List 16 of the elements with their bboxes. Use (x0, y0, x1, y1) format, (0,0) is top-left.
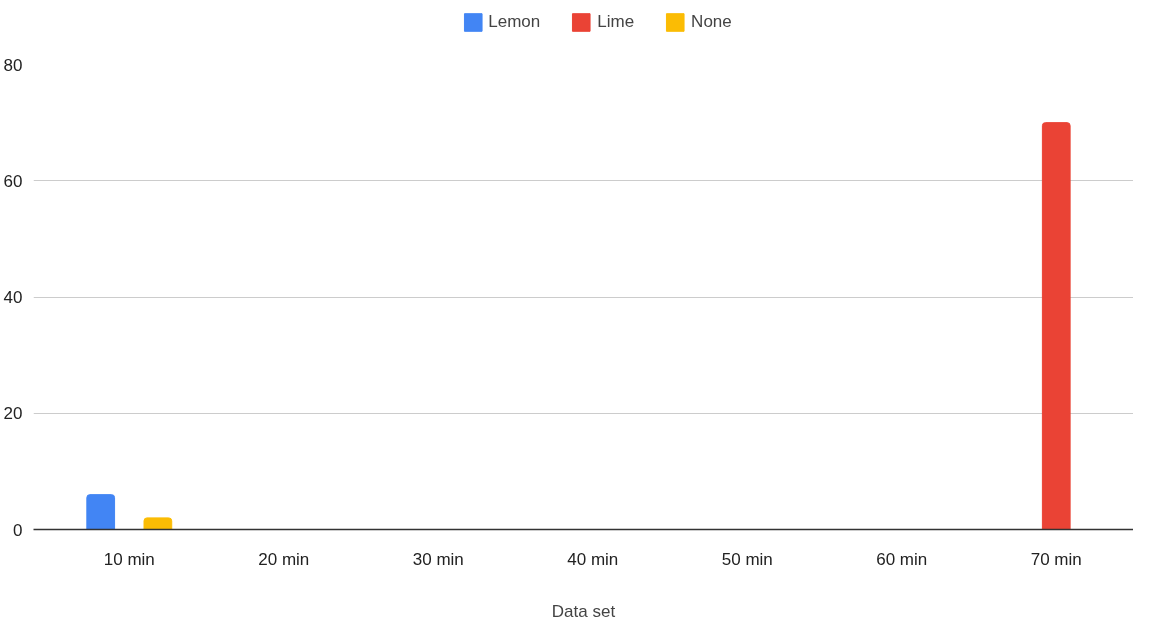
legend-label: Lemon (488, 12, 541, 32)
y-tick-label: 80 (3, 55, 23, 75)
x-axis-title: Data set (551, 601, 616, 621)
x-tick-label: 50 min (721, 549, 773, 569)
x-tick-label: 70 min (1030, 549, 1082, 569)
x-tick-label: 10 min (103, 549, 155, 569)
y-tick-label: 20 (3, 404, 23, 424)
x-tick-label: 30 min (412, 549, 464, 569)
y-tick-label: 0 (13, 520, 23, 540)
x-tick-label: 20 min (258, 549, 310, 569)
x-tick-label: 40 min (567, 549, 619, 569)
y-tick-label: 40 (3, 288, 23, 307)
y-tick-label: 60 (3, 171, 23, 191)
x-tick-label: 60 min (876, 549, 928, 569)
legend-label: Lime (597, 12, 635, 32)
legend-label: None (691, 12, 732, 32)
